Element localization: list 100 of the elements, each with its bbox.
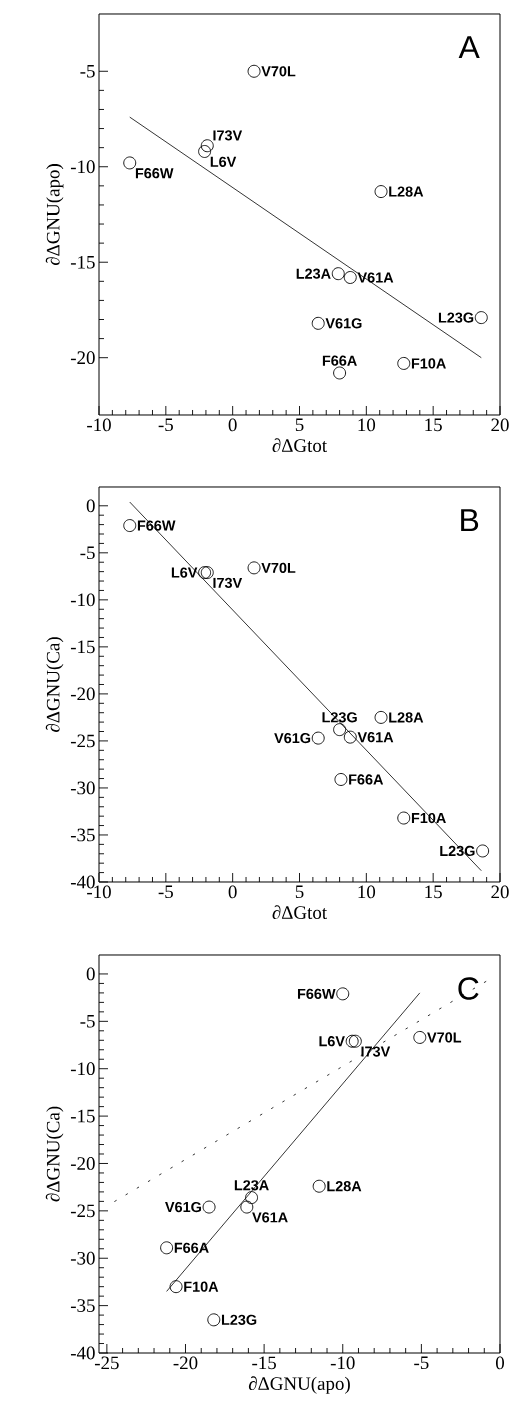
point	[334, 773, 348, 786]
point	[331, 267, 345, 281]
x-tick-label: -5	[158, 418, 173, 432]
x-tick-label: -10	[330, 1356, 355, 1370]
annotation: F66W	[135, 168, 174, 179]
point	[374, 185, 388, 199]
x-axis-title: ∂ΔGNU(apo)	[248, 1376, 350, 1394]
y-tick-label: -15	[70, 255, 95, 269]
x-tick-label: 20	[491, 885, 509, 899]
y-tick-label: 0	[86, 967, 95, 981]
point	[240, 1200, 254, 1214]
annotation: L28A	[327, 1181, 362, 1192]
annotation: I73V	[213, 577, 243, 589]
annotation: L23G	[221, 1314, 257, 1325]
y-tick-label: -5	[80, 1015, 95, 1028]
annotation: V70L	[427, 1032, 462, 1043]
x-tick-label: -5	[414, 1356, 429, 1370]
point	[123, 156, 137, 170]
annotation: L23G	[438, 312, 474, 323]
y-axis-title: ∂ΔGNU(Ca)	[45, 637, 64, 732]
y-tick-label: -20	[70, 1157, 95, 1170]
point	[333, 366, 347, 380]
point	[169, 1280, 183, 1294]
x-tick-label: 0	[228, 885, 237, 899]
x-tick-label: 0	[228, 418, 237, 432]
x-tick-label: -20	[173, 1356, 198, 1370]
annotation: F66A	[174, 1242, 209, 1253]
x-tick-label: 15	[425, 885, 442, 899]
y-tick-label: -35	[70, 1299, 95, 1312]
y-tick-label: -20	[70, 687, 95, 701]
annotation: F66W	[137, 520, 176, 531]
y-tick-label: -30	[70, 1251, 95, 1265]
annotation: F10A	[411, 358, 446, 369]
point	[397, 356, 411, 370]
text: B	[461, 509, 479, 532]
y-tick-label: -10	[70, 160, 95, 174]
x-axis-title: ∂ΔGtot	[272, 905, 327, 920]
y-tick-label: -5	[80, 64, 95, 78]
x-tick-label: 0	[495, 1356, 505, 1370]
annotation: L6V	[171, 567, 198, 578]
point	[474, 311, 488, 325]
annotation: L23G	[440, 845, 475, 857]
annotation: V61G	[274, 732, 311, 744]
y-tick-label: -40	[70, 1346, 95, 1360]
x-tick-label: -5	[158, 885, 173, 899]
text: A	[458, 36, 480, 59]
y-tick-label: -5	[80, 546, 95, 560]
annotation: L23G	[322, 712, 357, 723]
x-tick-label: 15	[425, 418, 442, 432]
point	[160, 1241, 174, 1255]
x-tick-label: 10	[358, 418, 376, 432]
x-tick-label: 10	[358, 885, 376, 899]
y-tick-label: -30	[70, 781, 95, 795]
annotation: F66W	[297, 988, 336, 999]
x-axis-title: ∂ΔGtot	[272, 438, 327, 453]
y-tick-label: -10	[70, 593, 95, 607]
point	[374, 710, 388, 724]
point	[311, 731, 325, 745]
point	[200, 139, 214, 153]
point	[312, 1179, 326, 1193]
y-tick-label: 0	[86, 499, 95, 513]
annotation: I73V	[213, 130, 243, 141]
point	[247, 64, 261, 78]
annotation: V61G	[325, 318, 362, 329]
annotation: F66A	[322, 355, 357, 366]
y-tick-label: -25	[70, 734, 95, 748]
point	[413, 1030, 427, 1044]
point	[198, 145, 212, 158]
y-tick-label: -10	[70, 1062, 95, 1076]
y-tick-label: -15	[70, 1109, 95, 1123]
annotation: L23A	[234, 1180, 269, 1191]
point	[333, 723, 347, 737]
point	[343, 730, 357, 744]
annotation: V61G	[165, 1201, 201, 1213]
point	[397, 811, 411, 825]
point	[123, 519, 137, 532]
y-tick-label: -35	[70, 828, 95, 842]
annotation: V61A	[357, 732, 394, 743]
annotation: V61A	[357, 272, 394, 283]
y-axis-title: ∂ΔGNU(Ca)	[45, 1106, 64, 1202]
annotation: F10A	[184, 1281, 219, 1292]
point	[245, 1191, 258, 1205]
x-tick-label: 5	[295, 885, 304, 899]
y-tick-label: -20	[70, 351, 95, 365]
point	[336, 987, 350, 1001]
y-tick-label: -25	[70, 1204, 95, 1218]
point	[247, 561, 261, 575]
annotation: L23A	[296, 268, 331, 279]
annotation: V70L	[261, 562, 296, 573]
annotation: L6V	[319, 1036, 345, 1047]
x-tick-label: 5	[295, 418, 304, 432]
annotation: F66A	[349, 774, 384, 785]
x-tick-label: 20	[491, 418, 509, 432]
point	[476, 844, 490, 858]
annotation: L6V	[210, 156, 237, 167]
annotation: L28A	[389, 712, 424, 723]
annotation: I73V	[361, 1046, 391, 1057]
annotation: L28A	[389, 186, 424, 197]
y-tick-label: -15	[70, 640, 95, 654]
text: C	[458, 977, 479, 1000]
